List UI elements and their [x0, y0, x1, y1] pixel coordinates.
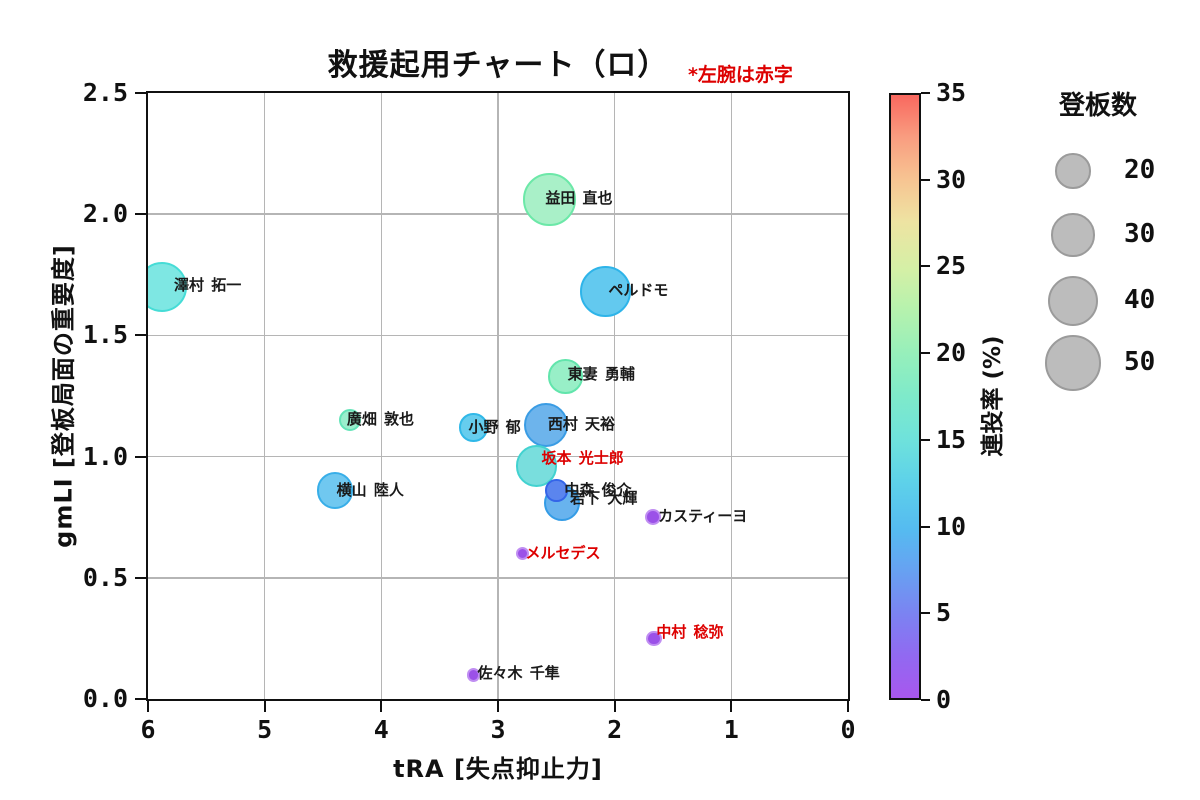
x-tick	[613, 701, 616, 712]
size-legend-title: 登板数	[1058, 91, 1137, 121]
bubble	[523, 403, 568, 448]
y-tick	[135, 455, 146, 458]
colorbar-label: 連投率 (%)	[980, 335, 1006, 457]
player-label: 坂本 光士郎	[541, 449, 624, 468]
grid-line-horizontal	[148, 577, 848, 579]
y-tick	[135, 92, 146, 94]
bubble	[645, 509, 662, 526]
colorbar-tick	[921, 265, 930, 268]
bubble-layer	[148, 93, 848, 699]
bubble	[459, 413, 488, 442]
player-label: 横山 陸人	[336, 480, 404, 499]
colorbar-tick-label: 10	[936, 511, 967, 541]
bubble	[515, 546, 530, 561]
grid-line-horizontal	[148, 334, 848, 337]
x-tick-label: 1	[723, 715, 739, 744]
y-tick-label: 1.0	[82, 441, 128, 471]
x-tick-label: 2	[607, 715, 623, 744]
x-tick	[497, 701, 499, 712]
grid-layer	[148, 93, 848, 699]
player-label: カスティーヨ	[658, 507, 748, 526]
colorbar-tick-label: 15	[936, 424, 967, 454]
grid-line-vertical	[730, 93, 733, 699]
colorbar-tick	[921, 612, 930, 615]
player-label: 西村 天裕	[547, 415, 616, 434]
colorbar-tick	[921, 699, 930, 701]
colorbar-tick	[921, 352, 930, 355]
bubble	[548, 359, 583, 394]
y-axis-label: gmLI [登板局面の重要度]	[49, 244, 78, 548]
legend-circle	[1051, 213, 1095, 257]
colorbar-tick-label: 0	[936, 685, 952, 714]
legend-value-label: 30	[1124, 219, 1156, 249]
x-tick	[263, 701, 266, 712]
y-tick-label: 0.5	[82, 562, 128, 592]
legend-value-label: 20	[1124, 155, 1156, 185]
x-tick	[730, 701, 733, 712]
y-tick-label: 2.0	[82, 199, 128, 229]
lefty-red-note: *左腕は赤字	[688, 64, 793, 86]
bubble	[316, 472, 353, 509]
player-label: メルセデス	[525, 543, 601, 562]
player-label: 岩下 大輝	[570, 488, 638, 507]
legend-circle	[1048, 276, 1098, 326]
player-label: ペルドモ	[608, 280, 669, 299]
grid-line-vertical	[263, 93, 266, 699]
x-tick	[147, 701, 149, 712]
bubble	[545, 479, 568, 502]
player-label: 中村 稔弥	[656, 623, 724, 642]
legend-circle	[1045, 335, 1101, 391]
grid-line-horizontal	[148, 213, 848, 215]
player-label: 廣畑 敦也	[346, 410, 415, 429]
colorbar-tick-label: 20	[936, 338, 967, 368]
bubble	[580, 266, 631, 318]
grid-line-vertical	[380, 93, 383, 699]
bubble	[523, 173, 576, 226]
colorbar-tick	[921, 92, 930, 94]
y-tick	[135, 576, 146, 579]
colorbar-tick-label: 25	[936, 251, 967, 281]
y-tick-label: 2.5	[82, 78, 128, 107]
player-label: 東妻 勇輔	[567, 364, 635, 383]
bubble	[646, 630, 663, 647]
colorbar-tick-label: 35	[936, 78, 967, 107]
legend-value-label: 40	[1124, 285, 1156, 315]
grid-line-vertical	[497, 93, 499, 699]
legend-value-label: 50	[1124, 347, 1156, 377]
x-tick	[380, 701, 383, 712]
y-tick-label: 1.5	[82, 320, 128, 350]
bubble	[466, 667, 481, 682]
x-tick-label: 6	[140, 715, 156, 744]
y-tick	[135, 698, 146, 700]
x-tick-label: 5	[257, 715, 273, 744]
grid-line-vertical	[613, 93, 616, 699]
player-label-layer: 澤村 拓一 益田 直也ペルドモ東妻 勇輔廣畑 敦也 小野 郁 西村 天裕坂本 光士郎横…	[148, 93, 848, 699]
colorbar-tick-label: 30	[936, 164, 967, 194]
colorbar-tick	[921, 525, 930, 528]
colorbar-tick	[921, 178, 930, 181]
player-label: 中森 俊介	[564, 480, 632, 499]
colorbar-tick-label: 5	[936, 598, 952, 628]
player-label: 小野 郁	[468, 417, 521, 436]
player-label: 益田 直也	[545, 188, 613, 207]
x-tick-label: 3	[490, 715, 506, 744]
player-label: 佐々木 千隼	[477, 663, 560, 682]
y-tick	[135, 213, 146, 216]
bubble	[338, 409, 361, 432]
x-tick-label: 4	[373, 715, 389, 744]
y-tick	[135, 334, 146, 337]
chart-title: 救援起用チャート（ロ）	[327, 48, 669, 83]
player-label: 澤村 拓一	[174, 275, 242, 294]
x-axis-label: tRA [失点抑止力]	[393, 755, 603, 783]
x-tick-label: 0	[840, 715, 856, 744]
x-tick	[847, 701, 849, 712]
colorbar-tick	[921, 438, 930, 441]
grid-line-horizontal	[148, 455, 848, 458]
y-tick-label: 0.0	[82, 684, 128, 713]
colorbar-gradient	[889, 93, 921, 700]
legend-circle	[1055, 153, 1091, 189]
